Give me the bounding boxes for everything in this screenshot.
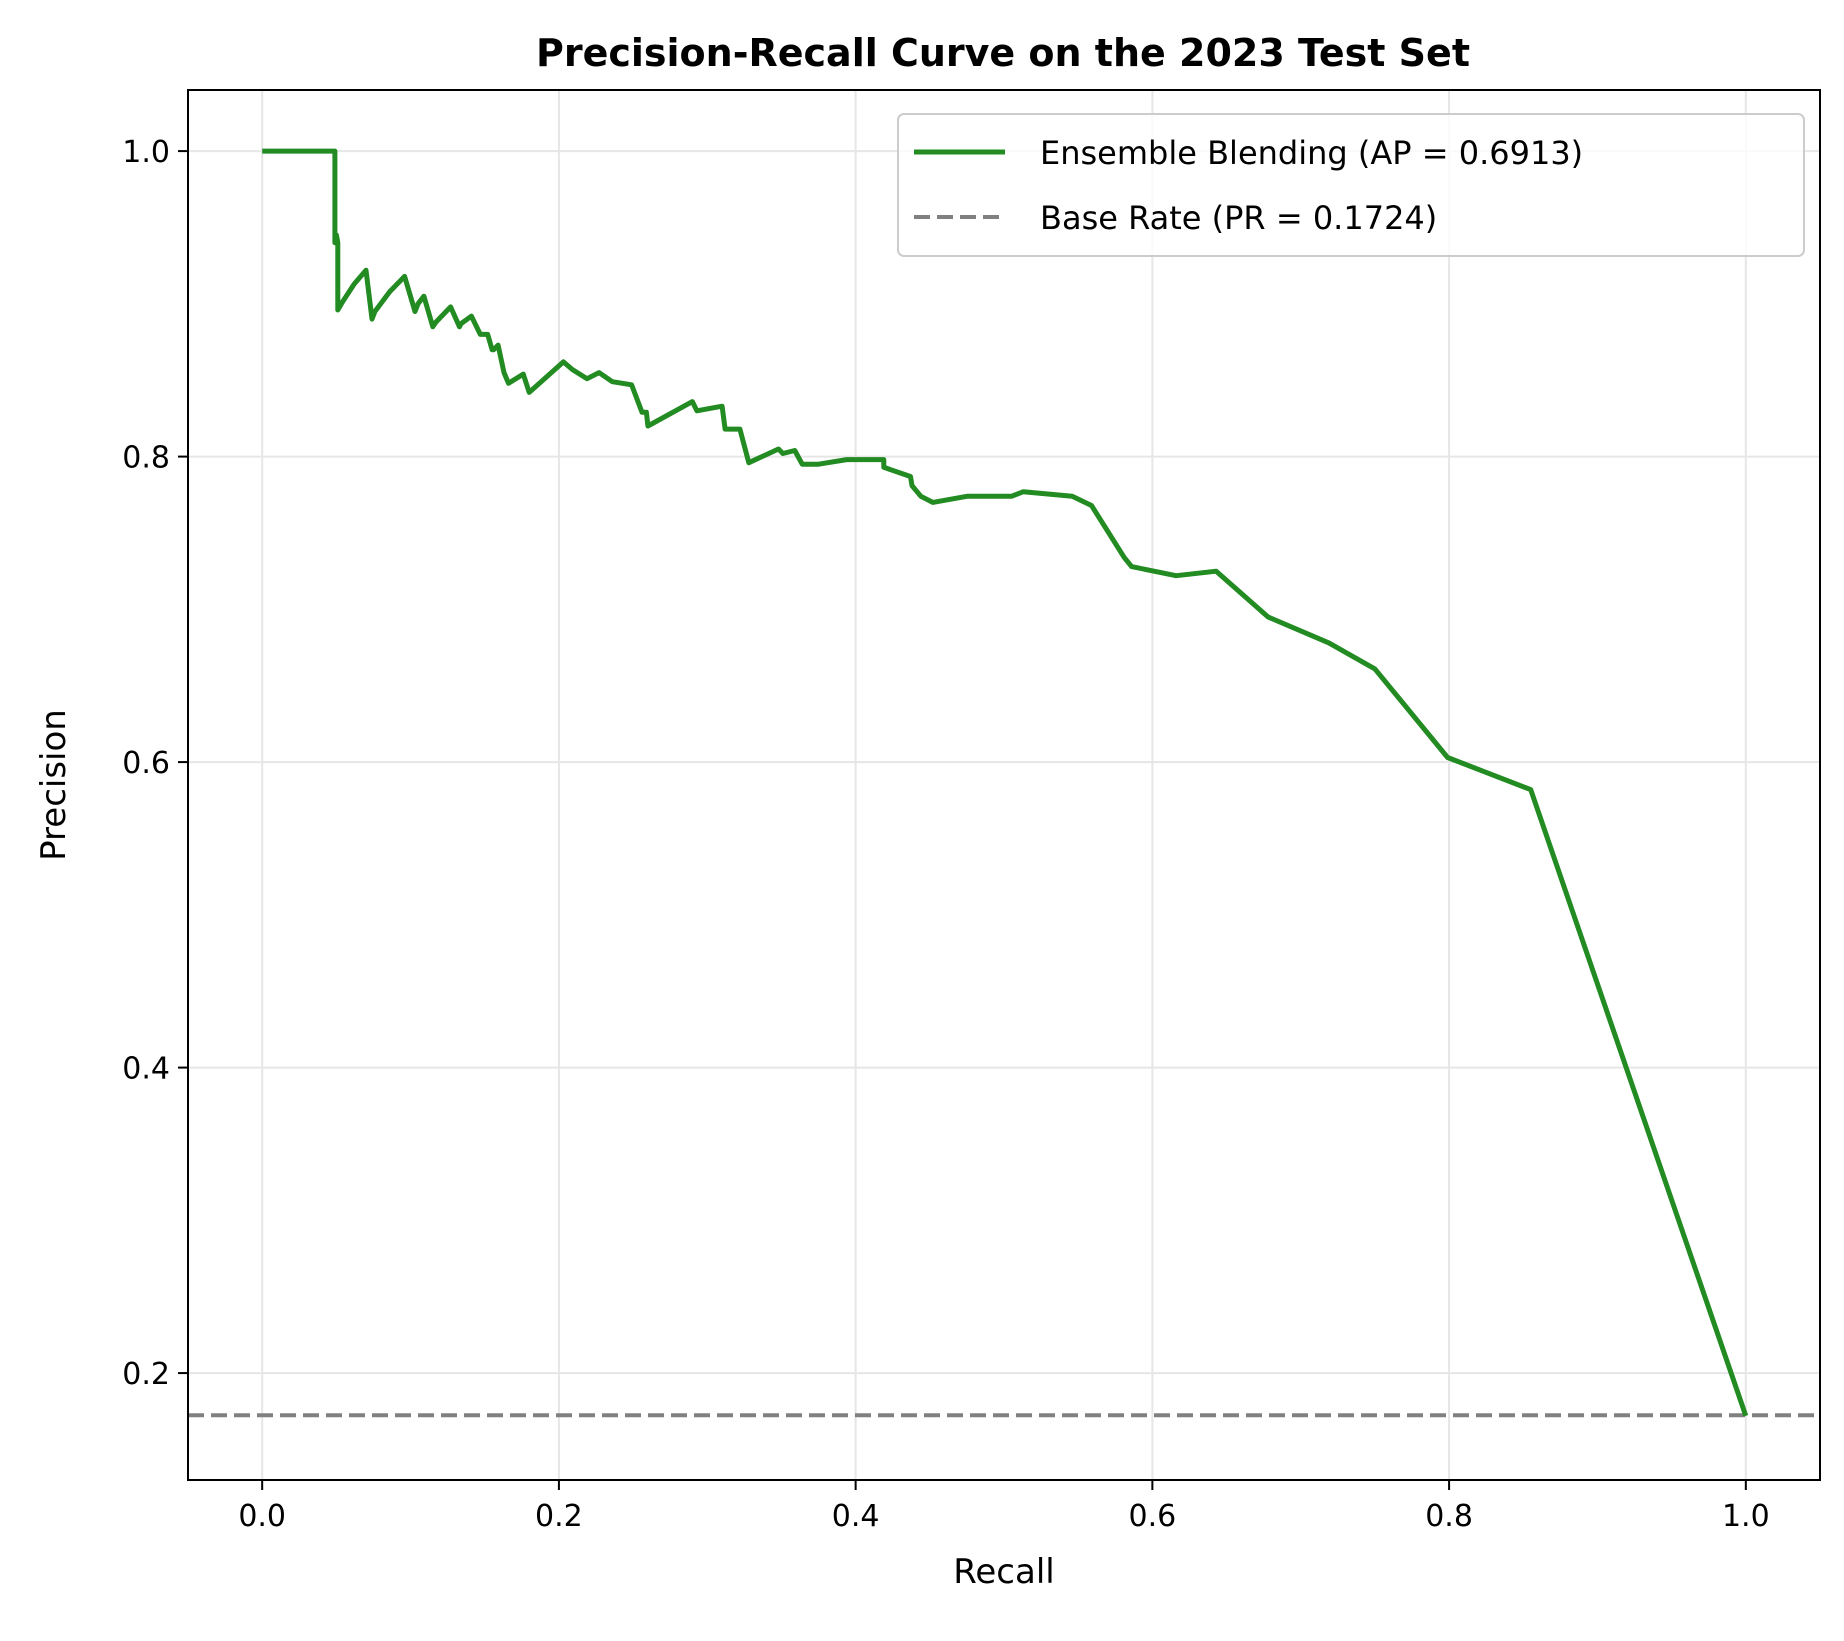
x-tick-label-0: 0.0: [238, 1499, 286, 1534]
x-tick-label-3: 0.6: [1129, 1499, 1177, 1534]
y-tick-label-1: 0.4: [122, 1052, 170, 1087]
chart-title: Precision-Recall Curve on the 2023 Test …: [536, 31, 1470, 75]
y-tick-label-0: 0.2: [122, 1357, 170, 1392]
x-tick-label-5: 1.0: [1722, 1499, 1770, 1534]
y-axis-label: Precision: [34, 709, 74, 861]
y-tick-label-4: 1.0: [122, 135, 170, 170]
x-axis-label: Recall: [953, 1552, 1054, 1592]
x-tick-label-1: 0.2: [535, 1499, 583, 1534]
ticks-layer: 0.0 0.2 0.4 0.6 0.8 1.0 0.2 0.4 0.6 0.8 1.0: [122, 135, 1769, 1534]
legend-box: [897, 113, 1805, 257]
y-tick-label-2: 0.6: [122, 746, 170, 781]
legend-label-ensemble: Ensemble Blending (AP = 0.6913): [1040, 134, 1583, 172]
x-tick-label-2: 0.4: [832, 1499, 880, 1534]
series-layer: [188, 148, 1820, 1418]
plot-frame: [187, 89, 1821, 1481]
y-tick-label-3: 0.8: [122, 441, 170, 476]
legend: Ensemble Blending (AP = 0.6913) Base Rat…: [897, 113, 1805, 257]
legend-label-base-rate: Base Rate (PR = 0.1724): [1040, 199, 1437, 237]
x-tick-label-4: 0.8: [1425, 1499, 1473, 1534]
ensemble-pr-curve: [262, 148, 1749, 1417]
